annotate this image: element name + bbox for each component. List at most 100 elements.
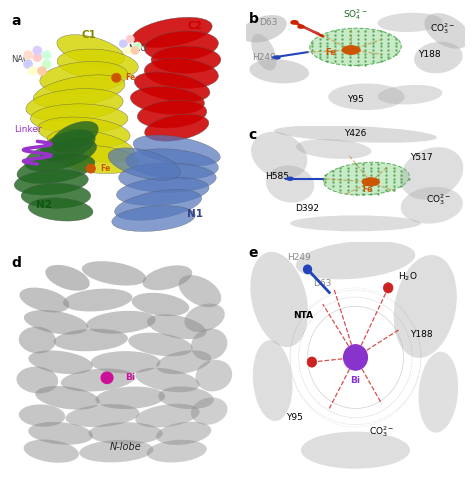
- Ellipse shape: [37, 117, 130, 147]
- Ellipse shape: [19, 287, 69, 313]
- Circle shape: [124, 46, 132, 55]
- Circle shape: [362, 178, 380, 186]
- Circle shape: [342, 45, 360, 55]
- Ellipse shape: [40, 130, 95, 162]
- Ellipse shape: [249, 59, 309, 84]
- Ellipse shape: [79, 440, 154, 462]
- Ellipse shape: [425, 13, 470, 49]
- Ellipse shape: [158, 386, 214, 409]
- Circle shape: [274, 56, 280, 59]
- Ellipse shape: [25, 139, 97, 171]
- Ellipse shape: [126, 149, 219, 179]
- Ellipse shape: [241, 15, 287, 43]
- Text: Linker: Linker: [14, 126, 42, 134]
- Text: C1: C1: [81, 29, 96, 40]
- Circle shape: [33, 46, 42, 55]
- Ellipse shape: [91, 351, 160, 373]
- Text: a: a: [12, 14, 21, 28]
- Ellipse shape: [377, 13, 443, 32]
- Text: Y188: Y188: [419, 50, 441, 59]
- Ellipse shape: [296, 241, 415, 279]
- Circle shape: [33, 53, 42, 62]
- Ellipse shape: [40, 61, 128, 94]
- Text: Y95: Y95: [347, 96, 364, 104]
- Ellipse shape: [19, 404, 65, 426]
- Ellipse shape: [21, 184, 91, 208]
- Text: H$_2$O: H$_2$O: [398, 270, 418, 283]
- Ellipse shape: [63, 289, 132, 312]
- Ellipse shape: [191, 398, 228, 425]
- Ellipse shape: [143, 265, 192, 290]
- Text: H249: H249: [252, 53, 276, 62]
- Ellipse shape: [290, 215, 421, 231]
- Ellipse shape: [17, 367, 58, 394]
- Ellipse shape: [136, 368, 200, 392]
- Text: NTA: NTA: [293, 311, 313, 320]
- Ellipse shape: [24, 440, 79, 463]
- Text: Y188: Y188: [410, 330, 432, 339]
- Text: Fe: Fe: [100, 164, 110, 173]
- Circle shape: [307, 357, 317, 367]
- Text: e: e: [249, 246, 258, 260]
- Text: D392: D392: [295, 204, 319, 213]
- Ellipse shape: [17, 154, 95, 184]
- Circle shape: [119, 40, 128, 48]
- Text: Y517: Y517: [410, 153, 432, 162]
- Circle shape: [126, 35, 135, 43]
- Circle shape: [42, 59, 51, 69]
- Ellipse shape: [323, 162, 410, 195]
- Text: N2: N2: [36, 200, 52, 210]
- Ellipse shape: [266, 166, 314, 202]
- Text: Fe: Fe: [126, 73, 136, 82]
- Ellipse shape: [24, 310, 88, 334]
- Text: b: b: [249, 12, 258, 26]
- Ellipse shape: [251, 132, 307, 179]
- Text: H585: H585: [265, 172, 289, 181]
- Ellipse shape: [132, 293, 189, 316]
- Ellipse shape: [137, 100, 207, 128]
- Text: C2: C2: [188, 21, 203, 30]
- Circle shape: [133, 42, 141, 50]
- Ellipse shape: [89, 422, 163, 444]
- Ellipse shape: [274, 126, 437, 143]
- Ellipse shape: [135, 404, 200, 427]
- Ellipse shape: [147, 314, 206, 339]
- Ellipse shape: [301, 432, 410, 469]
- Ellipse shape: [117, 177, 209, 205]
- Text: Fe: Fe: [362, 185, 373, 194]
- Ellipse shape: [14, 170, 88, 195]
- Circle shape: [112, 73, 121, 82]
- Text: NAG': NAG': [11, 55, 31, 64]
- Ellipse shape: [33, 75, 125, 108]
- Ellipse shape: [250, 252, 308, 347]
- Ellipse shape: [310, 28, 401, 66]
- Text: CO$_3^{2-}$: CO$_3^{2-}$: [430, 21, 456, 36]
- Ellipse shape: [134, 72, 210, 102]
- Ellipse shape: [296, 139, 372, 159]
- Ellipse shape: [184, 303, 225, 332]
- Text: Bi: Bi: [126, 373, 136, 383]
- Circle shape: [28, 66, 37, 75]
- Ellipse shape: [133, 135, 220, 166]
- Text: D63: D63: [259, 18, 277, 27]
- Ellipse shape: [151, 46, 221, 73]
- Circle shape: [42, 51, 51, 59]
- Text: N1: N1: [187, 209, 203, 219]
- Circle shape: [23, 51, 33, 59]
- Circle shape: [131, 46, 139, 55]
- Ellipse shape: [86, 311, 155, 334]
- Ellipse shape: [82, 261, 146, 285]
- Ellipse shape: [46, 265, 90, 291]
- Ellipse shape: [28, 351, 93, 374]
- Ellipse shape: [30, 104, 128, 133]
- Circle shape: [383, 283, 393, 293]
- Ellipse shape: [108, 148, 180, 180]
- Circle shape: [298, 25, 304, 28]
- Ellipse shape: [401, 147, 463, 199]
- Circle shape: [344, 345, 367, 370]
- Circle shape: [304, 265, 311, 273]
- Ellipse shape: [130, 86, 204, 114]
- Circle shape: [291, 21, 298, 24]
- Ellipse shape: [253, 340, 292, 421]
- Ellipse shape: [57, 145, 138, 173]
